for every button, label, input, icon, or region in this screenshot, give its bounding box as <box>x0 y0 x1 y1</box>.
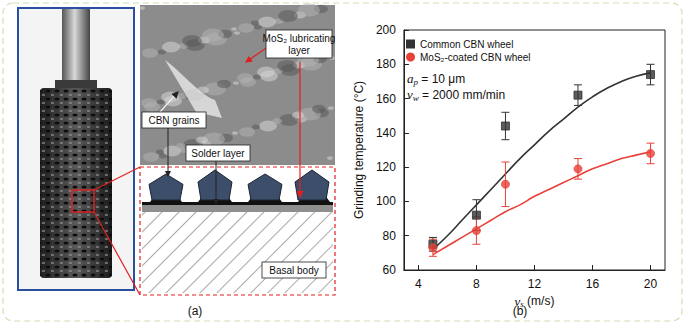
svg-text:MoS₂ lubricating: MoS₂ lubricating <box>263 33 336 44</box>
svg-text:Solder layer: Solder layer <box>191 148 245 159</box>
svg-text:20: 20 <box>644 277 658 291</box>
svg-text:12: 12 <box>528 277 542 291</box>
svg-text:4: 4 <box>415 277 422 291</box>
svg-text:120: 120 <box>376 160 396 174</box>
svg-text:180: 180 <box>376 57 396 71</box>
svg-text:Common CBN wheel: Common CBN wheel <box>420 39 513 50</box>
svg-text:(a): (a) <box>188 304 203 318</box>
svg-text:80: 80 <box>383 229 397 243</box>
svg-text:Basal body: Basal body <box>269 265 318 276</box>
svg-text:8: 8 <box>473 277 480 291</box>
svg-text:16: 16 <box>586 277 600 291</box>
svg-text:MoS₂-coated CBN wheel: MoS₂-coated CBN wheel <box>420 52 531 63</box>
svg-text:= 2000 mm/min: = 2000 mm/min <box>419 88 505 102</box>
svg-text:160: 160 <box>376 92 396 106</box>
svg-text:60: 60 <box>383 263 397 277</box>
svg-text:(m/s): (m/s) <box>524 294 555 308</box>
svg-text:140: 140 <box>376 126 396 140</box>
svg-text:CBN grains: CBN grains <box>148 115 199 126</box>
svg-text:200: 200 <box>376 23 396 37</box>
svg-text:layer: layer <box>288 45 310 56</box>
svg-text:= 10 μm: = 10 μm <box>418 72 465 86</box>
svg-text:100: 100 <box>376 194 396 208</box>
svg-text:Grinding temperature (°C): Grinding temperature (°C) <box>352 81 366 219</box>
